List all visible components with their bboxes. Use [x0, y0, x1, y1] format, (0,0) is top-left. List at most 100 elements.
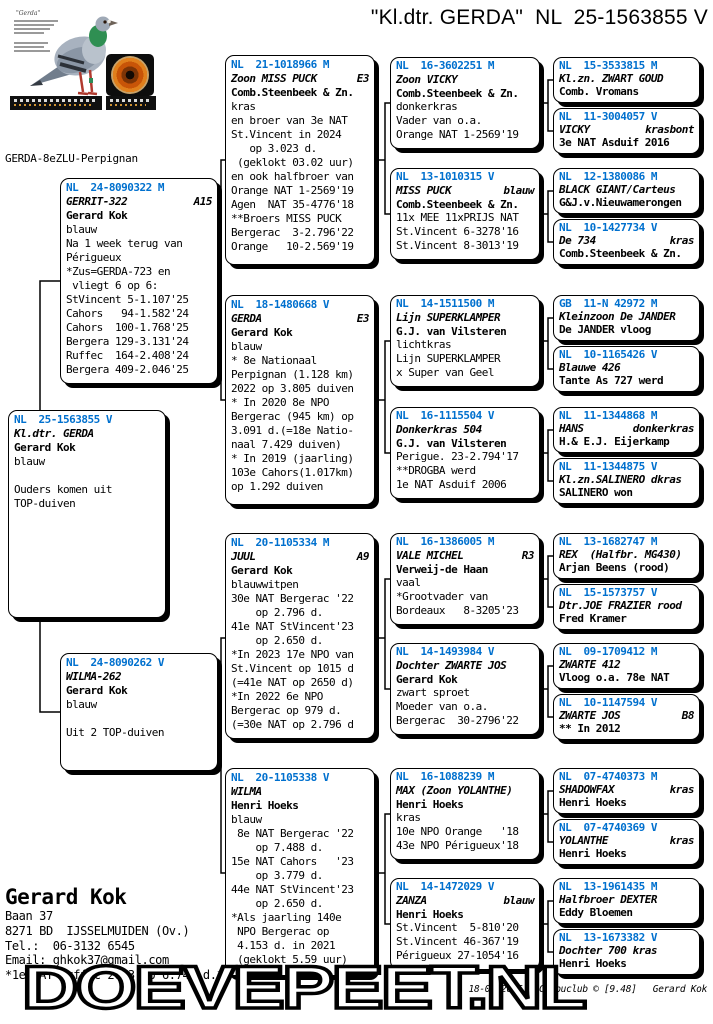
owner-name: Gerard Kok: [66, 684, 128, 697]
bird-name: BLACK GIANT/Carteus: [559, 183, 676, 197]
pigeon-eye-iris: [111, 56, 149, 94]
owner-contact-block: Gerard Kok Baan 37 8271 BD IJSSELMUIDEN …: [5, 885, 224, 983]
box-details: blauw * 8e Nationaal Perpignan (1.128 km…: [231, 340, 354, 493]
bird-name: REX (Halfbr. MG430): [559, 548, 682, 562]
box-halfbroer-dexter: NL 13-1961435 M Halfbroer DEXTER Eddy Bl…: [553, 878, 700, 924]
owner-name: G.J. van Vilsteren: [396, 436, 507, 450]
box-gerda: NL 18-1480668 V GERDA E3 Gerard Kok blauw…: [225, 295, 375, 505]
ring-number: NL 09-1709412 M: [559, 645, 657, 658]
page-title: "Kl.dtr. GERDA" NL 25-1563855 V: [370, 6, 708, 29]
logo-caption: GERDA-8eZLU-Perpignan: [5, 152, 138, 165]
ring-number: NL 13-1961435 M: [559, 880, 657, 893]
bird-name: De 734: [559, 234, 596, 248]
bird-name-suffix: E3: [356, 312, 370, 325]
bird-name: GERDA: [231, 312, 262, 325]
ring-number: NL 10-1427734 V: [559, 221, 657, 234]
owner-name: Vloog o.a. 78e NAT: [559, 671, 670, 685]
bird-name: Zoon MISS PUCK: [231, 72, 317, 85]
bird-name: Kl.dtr. GERDA: [14, 427, 94, 440]
bird-name: SHADOWFAX: [559, 783, 615, 797]
owner-name: Gerard Kok: [14, 441, 76, 454]
ring-number: NL 10-1165426 V: [559, 348, 657, 361]
ring-number: NL 13-1010315 V: [396, 170, 494, 183]
ring-number: NL 11-1344868 M: [559, 409, 657, 422]
ring-number: NL 07-4740373 M: [559, 770, 657, 783]
box-black-giant: NL 12-1380086 M BLACK GIANT/Carteus G&J.…: [553, 168, 700, 214]
logo-caption-smudge: [14, 20, 58, 22]
owner-name: ** In 2012: [559, 722, 621, 736]
box-vale-michel: NL 16-1386005 M VALE MICHEL R3 Verweij-de…: [390, 533, 540, 625]
bird-name: Donkerkras 504: [396, 422, 482, 436]
logo-ring-bar: [10, 96, 102, 110]
bird-name: Dtr.JOE FRAZIER rood: [559, 599, 682, 613]
ring-number: NL 13-1673382 V: [559, 931, 657, 944]
bird-name: Kleinzoon De JANDER: [559, 310, 676, 324]
owner-name: Fred Kramer: [559, 612, 627, 626]
bird-name: WILMA-262: [66, 670, 122, 683]
ring-number: NL 20-1105334 M: [231, 536, 329, 549]
logo-top-label: "Gerda": [16, 10, 41, 17]
bird-name-suffix: blauw: [503, 183, 534, 197]
ring-number: NL 14-1493984 V: [396, 645, 494, 658]
owner-name: H.& E.J. Eijerkamp: [559, 435, 670, 449]
box-details: lichtkras Lijn SUPERKLAMPER x Super van …: [396, 338, 501, 379]
loft-logo: "Gerda": [10, 8, 156, 112]
logo-owner-bar-subtext: [110, 104, 146, 106]
bird-name: WILMA: [231, 785, 262, 798]
logo-caption-smudge: [14, 46, 44, 48]
bird-name: ZWARTE 412: [559, 658, 621, 672]
box-klzn-zwart-goud: NL 15-3533815 M Kl.zn. ZWART GOUD Comb. …: [553, 57, 700, 103]
bird-name-suffix: B8: [681, 709, 695, 723]
ring-number: NL 15-1573757 V: [559, 586, 657, 599]
box-dtr-joe-frazier: NL 15-1573757 V Dtr.JOE FRAZIER rood Fre…: [553, 584, 700, 630]
bird-name-suffix: R3: [521, 548, 535, 562]
owner-name: Gerard Kok: [231, 326, 293, 339]
box-max: NL 16-1088239 M MAX (Zoon YOLANTHE) Henr…: [390, 768, 540, 860]
bird-name: ZWARTE JOS: [559, 709, 621, 723]
bird-name-suffix: kras: [669, 783, 695, 797]
bird-name: Zoon VICKY: [396, 72, 458, 86]
ring-number: NL 25-1563855 V: [14, 413, 112, 426]
box-wilma-262: NL 24-8090262 V WILMA-262 Gerard Kok bla…: [60, 653, 218, 771]
logo-caption-smudge: [14, 42, 48, 44]
bird-name: Kl.zn. ZWART GOUD: [559, 72, 664, 86]
box-details: donkerkras Vader van o.a. Orange NAT 1-2…: [396, 100, 519, 141]
box-details: Perigue. 23-2.794'17 **DROGBA werd 1e NA…: [396, 450, 519, 491]
owner-name: Comb. Vromans: [559, 85, 639, 99]
logo-owner-bar-text: [110, 99, 152, 102]
owner-name: 3e NAT Asduif 2016: [559, 136, 670, 150]
bird-name-suffix: kras: [669, 234, 695, 248]
ring-number: NL 15-3533815 M: [559, 59, 657, 72]
owner-name: De JANDER vloog: [559, 323, 651, 337]
owner-name: Henri Hoeks: [231, 799, 299, 812]
owner-name: Henri Hoeks: [396, 907, 464, 921]
ring-number: NL 21-1018966 M: [231, 58, 329, 71]
ring-number: NL 12-1380086 M: [559, 170, 657, 183]
owner-name: Gerard Kok: [66, 209, 128, 222]
owner-name: Eddy Bloemen: [559, 906, 633, 920]
box-details: 11x MEE 11xPRIJS NAT St.Vincent 6-3278'1…: [396, 211, 519, 252]
logo-caption-smudge: [14, 50, 50, 52]
ring-number: NL 20-1105338 V: [231, 771, 329, 784]
owner-name: Henri Hoeks: [559, 847, 627, 861]
bird-name: VICKY: [559, 123, 590, 137]
ring-number: NL 16-3602251 M: [396, 59, 494, 72]
box-blauwe-426: NL 10-1165426 V Blauwe 426 Tante As 727 …: [553, 346, 700, 392]
ring-number: NL 24-8090262 V: [66, 656, 164, 669]
owner-name: Gerard Kok: [396, 672, 458, 686]
ring-number: NL 16-1088239 M: [396, 770, 494, 783]
box-zanza: NL 14-1472029 V ZANZA blauw Henri Hoeks S…: [390, 878, 540, 970]
bird-name-suffix: donkerkras: [632, 422, 695, 436]
box-miss-puck: NL 13-1010315 V MISS PUCK blauw Comb.Stee…: [390, 168, 540, 260]
ring-number: NL 11-3004057 V: [559, 110, 657, 123]
owner-name: G&J.v.Nieuwamerongen: [559, 196, 682, 210]
ring-number: GB 11-N 42972 M: [559, 297, 657, 310]
ring-number: NL 16-1386005 M: [396, 535, 494, 548]
box-gerrit-322: NL 24-8090322 M GERRIT-322 A15 Gerard Kok…: [60, 178, 218, 384]
footer-print-info: 18-09-2025 Compuclub © [9.48] Gerard Kok: [468, 984, 708, 995]
owner-contact-name: Gerard Kok: [5, 885, 127, 909]
box-rex: NL 13-1682747 M REX (Halfbr. MG430) Arja…: [553, 533, 700, 579]
logo-ring-bar-subtext: [14, 104, 92, 106]
